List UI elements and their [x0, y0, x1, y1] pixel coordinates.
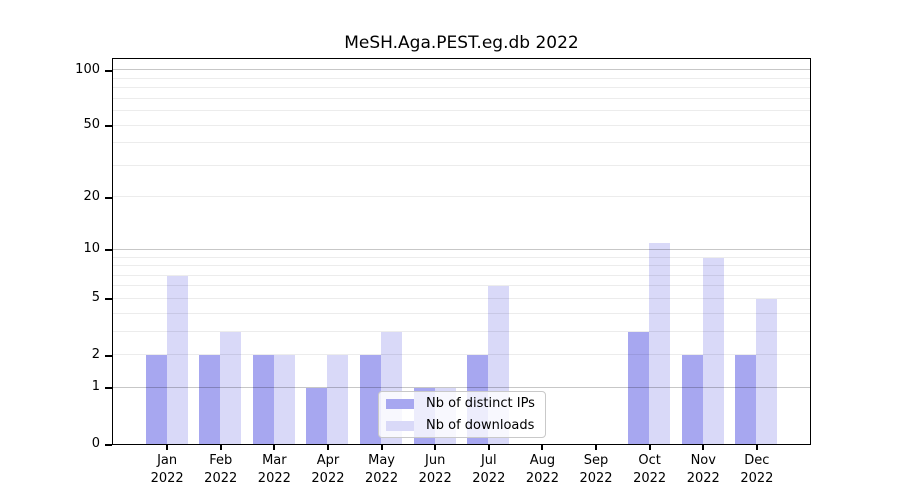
legend-item-downloads: Nb of downloads	[386, 418, 545, 433]
y-tick-label: 20	[83, 188, 100, 204]
bar-downloads	[220, 331, 242, 444]
gridline-minor	[113, 164, 810, 166]
gridline-minor	[113, 124, 810, 126]
bar-downloads	[166, 275, 188, 444]
x-tick-label: Apr 2022	[311, 453, 345, 486]
legend: Nb of distinct IPs Nb of downloads	[378, 391, 546, 438]
x-axis-tick	[595, 444, 598, 450]
x-axis-tick	[648, 444, 651, 450]
x-tick-label: Jul 2022	[472, 453, 506, 486]
gridline-minor	[113, 354, 810, 356]
y-axis-tick	[105, 249, 112, 252]
y-axis-tick	[105, 69, 112, 72]
bar-distinct-ips	[628, 331, 650, 444]
x-tick-label: Jan 2022	[150, 453, 184, 486]
y-tick-label: 10	[83, 241, 100, 257]
legend-item-distinct-ips: Nb of distinct IPs	[386, 396, 545, 411]
bar-downloads	[702, 257, 724, 444]
bar-downloads	[327, 355, 349, 444]
gridline-major	[113, 69, 810, 71]
x-axis-tick	[487, 444, 490, 450]
gridline-minor	[113, 110, 810, 112]
gridline-minor	[113, 196, 810, 198]
x-axis-tick	[326, 444, 329, 450]
bar-distinct-ips	[145, 355, 167, 444]
y-tick-label: 0	[91, 435, 100, 451]
bar-distinct-ips	[681, 355, 703, 444]
gridline-major	[113, 248, 810, 250]
x-axis-tick	[273, 444, 276, 450]
x-axis-tick	[219, 444, 222, 450]
chart-title: MeSH.Aga.PEST.eg.db 2022	[344, 33, 579, 53]
gridline-minor	[113, 77, 810, 79]
x-tick-label: Mar 2022	[257, 453, 291, 486]
x-tick-label: May 2022	[365, 453, 399, 486]
gridline-minor	[113, 142, 810, 144]
y-axis-tick	[105, 196, 112, 199]
x-tick-label: Sep 2022	[579, 453, 613, 486]
x-axis-tick	[702, 444, 705, 450]
y-tick-label: 5	[91, 290, 100, 306]
bar-downloads	[273, 355, 295, 444]
bar-distinct-ips	[306, 387, 328, 444]
legend-label-distinct-ips: Nb of distinct IPs	[426, 396, 535, 411]
bar-distinct-ips	[360, 355, 382, 444]
x-axis-tick	[166, 444, 169, 450]
gridline-minor	[113, 274, 810, 276]
y-axis-tick	[105, 298, 112, 301]
gridline-minor	[113, 312, 810, 314]
y-axis-tick	[105, 125, 112, 128]
bar-downloads	[756, 298, 778, 444]
bar-distinct-ips	[252, 355, 274, 444]
y-tick-label: 1	[91, 379, 100, 395]
x-tick-label: Nov 2022	[686, 453, 720, 486]
gridline-minor	[113, 330, 810, 332]
gridline-minor	[113, 297, 810, 299]
gridline-minor	[113, 285, 810, 287]
x-tick-label: Aug 2022	[525, 453, 559, 486]
y-tick-label: 2	[91, 346, 100, 362]
y-tick-label: 100	[75, 61, 100, 77]
gridline-minor	[113, 87, 810, 89]
x-tick-label: Oct 2022	[633, 453, 667, 486]
y-tick-label: 50	[83, 117, 100, 133]
y-axis-tick	[105, 354, 112, 357]
bar-distinct-ips	[735, 355, 757, 444]
plot-area	[112, 58, 811, 445]
distinct-ips-swatch	[386, 398, 414, 409]
x-axis-tick	[541, 444, 544, 450]
x-axis-tick	[380, 444, 383, 450]
x-tick-label: Feb 2022	[204, 453, 238, 486]
downloads-swatch	[386, 420, 414, 431]
gridline-minor	[113, 97, 810, 99]
bar-downloads	[649, 242, 671, 444]
x-tick-label: Jun 2022	[418, 453, 452, 486]
y-axis-tick	[105, 443, 112, 446]
bar-distinct-ips	[199, 355, 221, 444]
x-axis-tick	[434, 444, 437, 450]
gridline-minor	[113, 256, 810, 258]
legend-label-downloads: Nb of downloads	[426, 418, 535, 433]
y-axis-tick	[105, 387, 112, 390]
x-axis-tick	[755, 444, 758, 450]
gridline-major	[113, 386, 810, 388]
x-tick-label: Dec 2022	[740, 453, 774, 486]
gridline-minor	[113, 265, 810, 267]
